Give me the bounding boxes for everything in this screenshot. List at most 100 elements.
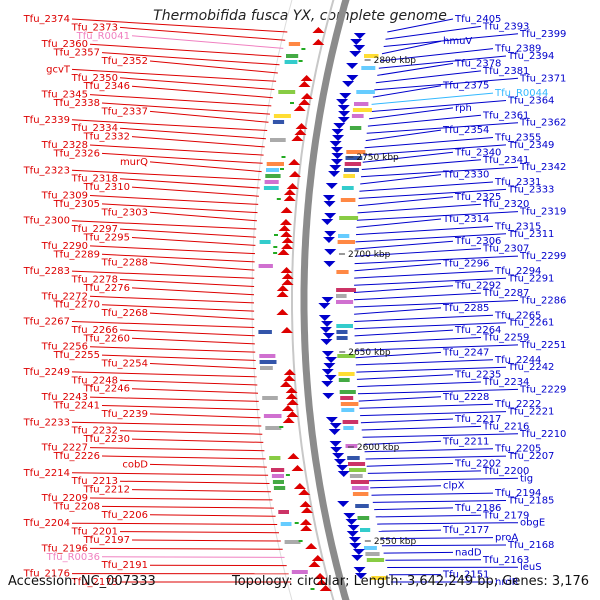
forward-gene-label[interactable]: Tfu_2221: [507, 407, 554, 418]
reverse-gene-label[interactable]: Tfu_2326: [53, 148, 100, 159]
forward-gene-label[interactable]: Tfu_2247: [442, 347, 489, 358]
forward-gene-label[interactable]: Tfu_2393: [482, 21, 529, 32]
forward-gene-label[interactable]: Tfu_2325: [454, 192, 501, 203]
forward-gene-label[interactable]: Tfu_2286: [519, 296, 566, 307]
forward-gene-label[interactable]: Tfu_2361: [482, 110, 529, 121]
reverse-gene-label[interactable]: Tfu_2201: [71, 527, 118, 538]
reverse-gene-label[interactable]: Tfu_R0036: [46, 552, 100, 563]
forward-gene-label[interactable]: Tfu_2331: [494, 177, 541, 188]
forward-gene-label[interactable]: Tfu_2242: [507, 362, 554, 373]
forward-gene-label[interactable]: Tfu_2200: [482, 466, 529, 477]
reverse-gene-label[interactable]: Tfu_2173: [71, 577, 118, 588]
forward-gene-label[interactable]: Tfu_2235: [454, 370, 501, 381]
forward-gene-label[interactable]: Tfu_2251: [519, 340, 566, 351]
forward-gene-label[interactable]: Tfu_2306: [454, 236, 501, 247]
reverse-gene-label[interactable]: Tfu_2226: [53, 451, 100, 462]
reverse-gene-label[interactable]: Tfu_2255: [53, 350, 100, 361]
forward-gene-label[interactable]: Tfu_2217: [454, 414, 501, 425]
reverse-gene-label[interactable]: Tfu_2260: [83, 333, 130, 344]
reverse-gene-label[interactable]: Tfu_2176: [23, 569, 70, 580]
forward-gene-label[interactable]: Tfu_2185: [507, 496, 554, 507]
reverse-gene-label[interactable]: Tfu_2241: [53, 401, 100, 412]
forward-gene-label[interactable]: Tfu_2381: [482, 66, 529, 77]
forward-gene-label[interactable]: Tfu_2163: [482, 555, 529, 566]
forward-gene-label[interactable]: proA: [495, 533, 518, 544]
forward-gene-label[interactable]: Tfu_2211: [442, 436, 489, 447]
reverse-gene-label[interactable]: Tfu_2300: [23, 216, 70, 227]
forward-gene-label[interactable]: Tfu_2264: [454, 325, 501, 336]
forward-gene-label[interactable]: obgE: [520, 518, 545, 529]
forward-gene-label[interactable]: Tfu_2202: [454, 459, 501, 470]
reverse-gene-label[interactable]: Tfu_2289: [53, 249, 100, 260]
forward-gene-label[interactable]: Tfu_2296: [442, 259, 489, 270]
forward-gene-label[interactable]: Tfu_2375: [442, 81, 489, 92]
forward-gene-label[interactable]: hmuV: [443, 36, 472, 47]
forward-gene-label[interactable]: Tfu_2378: [454, 58, 501, 69]
reverse-gene-label[interactable]: Tfu_2345: [41, 90, 88, 101]
forward-gene-label[interactable]: Tfu_2341: [482, 155, 529, 166]
forward-gene-label[interactable]: Tfu_2405: [454, 14, 501, 25]
reverse-gene-label[interactable]: Tfu_2332: [83, 132, 130, 143]
forward-gene-label[interactable]: Tfu_2389: [494, 44, 541, 55]
reverse-gene-label[interactable]: Tfu_2373: [71, 22, 118, 33]
reverse-gene-label[interactable]: Tfu_2204: [23, 518, 70, 529]
forward-gene-label[interactable]: Tfu_2287: [482, 288, 529, 299]
forward-gene-label[interactable]: rph: [455, 103, 472, 114]
reverse-gene-label[interactable]: Tfu_2230: [83, 434, 130, 445]
forward-gene-label[interactable]: Tfu_2222: [494, 399, 541, 410]
forward-gene-label[interactable]: Tfu_2151: [442, 570, 489, 581]
forward-gene-label[interactable]: Tfu_2228: [442, 392, 489, 403]
reverse-gene-label[interactable]: Tfu_2254: [101, 359, 148, 370]
reverse-gene-label[interactable]: Tfu_2305: [53, 199, 100, 210]
forward-gene-label[interactable]: Tfu_2291: [507, 273, 554, 284]
reverse-gene-label[interactable]: Tfu_2214: [23, 468, 70, 479]
reverse-gene-label[interactable]: Tfu_2350: [71, 73, 118, 84]
reverse-gene-label[interactable]: Tfu_2197: [83, 535, 130, 546]
forward-gene-label[interactable]: Tfu_2265: [494, 310, 541, 321]
forward-gene-label[interactable]: nadD: [455, 547, 482, 558]
reverse-gene-label[interactable]: Tfu_2276: [83, 283, 130, 294]
reverse-gene-label[interactable]: Tfu_R0041: [76, 31, 130, 42]
reverse-gene-label[interactable]: Tfu_2267: [23, 317, 70, 328]
reverse-gene-label[interactable]: Tfu_2338: [53, 98, 100, 109]
forward-gene-label[interactable]: Tfu_2177: [442, 525, 489, 536]
reverse-gene-label[interactable]: Tfu_2346: [83, 81, 130, 92]
reverse-gene-label[interactable]: Tfu_2233: [23, 417, 70, 428]
reverse-gene-label[interactable]: Tfu_2352: [101, 56, 148, 67]
reverse-gene-label[interactable]: Tfu_2196: [41, 543, 88, 554]
reverse-gene-label[interactable]: Tfu_2278: [71, 275, 118, 286]
reverse-gene-label[interactable]: Tfu_2272: [41, 291, 88, 302]
forward-gene-label[interactable]: Tfu_2294: [494, 266, 541, 277]
reverse-gene-label[interactable]: Tfu_2360: [41, 39, 88, 50]
reverse-gene-label[interactable]: Tfu_2337: [101, 106, 148, 117]
forward-gene-label[interactable]: Tfu_2259: [482, 333, 529, 344]
reverse-gene-label[interactable]: Tfu_2323: [23, 165, 70, 176]
reverse-gene-label[interactable]: Tfu_2318: [71, 174, 118, 185]
reverse-gene-label[interactable]: Tfu_2239: [101, 409, 148, 420]
forward-gene-label[interactable]: Tfu_2311: [507, 229, 554, 240]
forward-gene-label[interactable]: Tfu_2179: [482, 510, 529, 521]
reverse-gene-label[interactable]: Tfu_2357: [53, 48, 100, 59]
forward-gene-label[interactable]: clpX: [443, 481, 465, 492]
reverse-gene-label[interactable]: gcvT: [46, 64, 71, 75]
reverse-gene-label[interactable]: Tfu_2212: [83, 485, 130, 496]
forward-gene-label[interactable]: Tfu_2216: [482, 421, 529, 432]
forward-gene-label[interactable]: Tfu_2371: [519, 73, 566, 84]
reverse-gene-label[interactable]: Tfu_2227: [41, 443, 88, 454]
forward-gene-label[interactable]: Tfu_2320: [482, 199, 529, 210]
forward-gene-label[interactable]: Tfu_2330: [442, 170, 489, 181]
forward-gene-label[interactable]: Tfu_2210: [519, 429, 566, 440]
forward-gene-label[interactable]: Tfu_2186: [454, 503, 501, 514]
reverse-gene-label[interactable]: Tfu_2256: [41, 342, 88, 353]
reverse-gene-label[interactable]: Tfu_2206: [101, 510, 148, 521]
reverse-gene-label[interactable]: Tfu_2297: [71, 224, 118, 235]
reverse-gene-label[interactable]: Tfu_2209: [41, 493, 88, 504]
reverse-gene-label[interactable]: Tfu_2208: [53, 501, 100, 512]
forward-gene-label[interactable]: Tfu_2307: [482, 244, 529, 255]
forward-gene-label[interactable]: Tfu_2314: [442, 214, 489, 225]
forward-gene-label[interactable]: Tfu_2333: [507, 184, 554, 195]
reverse-gene-label[interactable]: Tfu_2310: [83, 182, 130, 193]
reverse-gene-label[interactable]: Tfu_2232: [71, 426, 118, 437]
forward-gene-label[interactable]: Tfu_2229: [519, 384, 566, 395]
forward-gene-label[interactable]: Tfu_2362: [519, 118, 566, 129]
